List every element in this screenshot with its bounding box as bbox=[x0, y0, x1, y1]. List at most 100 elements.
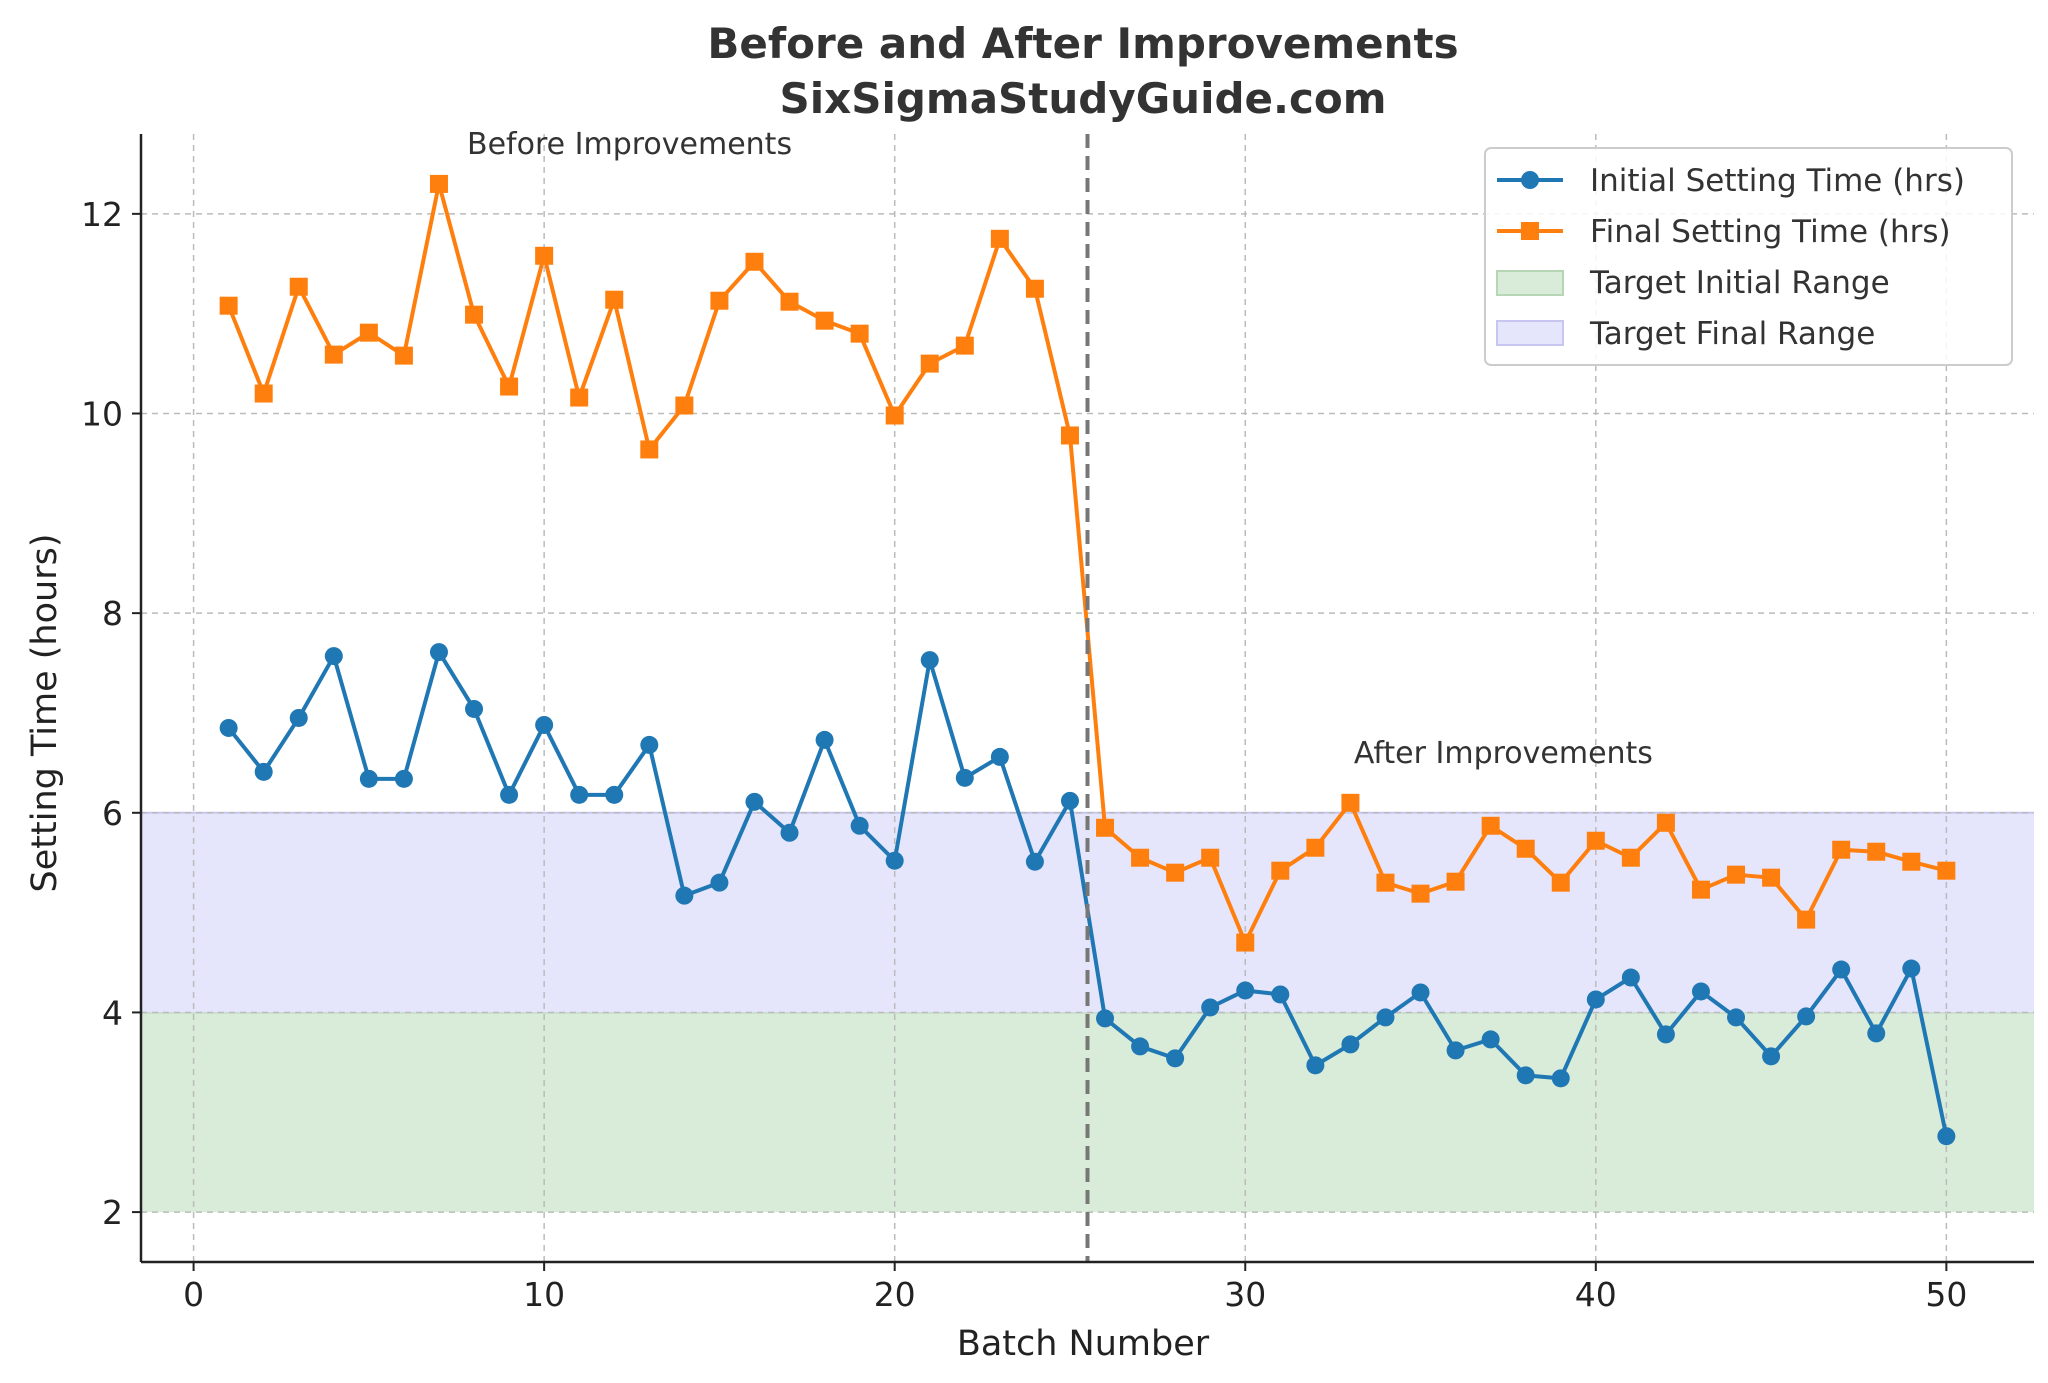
final-point-36 bbox=[1446, 872, 1465, 891]
initial-point-43 bbox=[1691, 982, 1710, 1001]
final-point-17 bbox=[780, 292, 799, 311]
final-point-25 bbox=[1060, 426, 1079, 445]
x-tick-label-20: 20 bbox=[874, 1275, 916, 1314]
final-point-29 bbox=[1201, 848, 1220, 867]
final-point-33 bbox=[1341, 793, 1360, 812]
final-point-24 bbox=[1025, 279, 1044, 298]
final-point-11 bbox=[570, 388, 589, 407]
final-point-6 bbox=[394, 346, 413, 365]
final-point-47 bbox=[1832, 840, 1851, 859]
final-point-50 bbox=[1937, 861, 1956, 880]
initial-point-29 bbox=[1201, 998, 1220, 1017]
initial-point-4 bbox=[324, 647, 343, 666]
initial-point-15 bbox=[710, 873, 729, 892]
initial-point-13 bbox=[640, 735, 659, 754]
final-point-46 bbox=[1797, 910, 1816, 929]
y-tick-label-2: 2 bbox=[102, 1193, 123, 1232]
final-point-41 bbox=[1621, 848, 1640, 867]
legend-final-label: Final Setting Time (hrs) bbox=[1590, 214, 1951, 250]
final-point-45 bbox=[1762, 868, 1781, 887]
initial-point-30 bbox=[1236, 981, 1255, 1000]
initial-point-36 bbox=[1446, 1041, 1465, 1060]
final-point-8 bbox=[465, 305, 484, 324]
final-point-35 bbox=[1411, 884, 1430, 903]
legend: Initial Setting Time (hrs) Final Setting… bbox=[1484, 147, 2013, 366]
final-point-39 bbox=[1551, 873, 1570, 892]
x-axis-label: Batch Number bbox=[957, 1324, 1210, 1364]
initial-point-12 bbox=[605, 785, 624, 804]
initial-point-18 bbox=[815, 730, 834, 749]
legend-target-initial-label: Target Initial Range bbox=[1589, 265, 1890, 301]
initial-point-49 bbox=[1902, 959, 1921, 978]
final-point-20 bbox=[885, 406, 904, 425]
final-point-4 bbox=[324, 345, 343, 364]
initial-point-31 bbox=[1271, 985, 1290, 1004]
final-point-40 bbox=[1586, 831, 1605, 850]
annotation-before: Before Improvements bbox=[467, 127, 792, 162]
ticks: 0 10 20 30 40 50 2 4 6 8 10 12 bbox=[81, 195, 1967, 1314]
initial-point-22 bbox=[955, 768, 974, 787]
final-point-21 bbox=[920, 354, 939, 373]
initial-point-21 bbox=[920, 651, 939, 670]
legend-initial-label: Initial Setting Time (hrs) bbox=[1590, 163, 1965, 199]
axes bbox=[139, 134, 2034, 1264]
x-tick-label-30: 30 bbox=[1224, 1275, 1266, 1314]
initial-point-42 bbox=[1656, 1025, 1675, 1044]
legend-target-final-swatch bbox=[1496, 320, 1564, 346]
final-point-13 bbox=[640, 440, 659, 459]
initial-point-39 bbox=[1551, 1069, 1570, 1088]
final-point-44 bbox=[1727, 865, 1746, 884]
final-point-34 bbox=[1376, 873, 1395, 892]
final-point-26 bbox=[1096, 818, 1115, 837]
initial-point-24 bbox=[1025, 852, 1044, 871]
initial-point-7 bbox=[429, 643, 448, 662]
initial-point-47 bbox=[1832, 960, 1851, 979]
initial-point-28 bbox=[1166, 1049, 1185, 1068]
y-tick-label-6: 6 bbox=[102, 794, 123, 833]
final-point-31 bbox=[1271, 861, 1290, 880]
final-point-27 bbox=[1131, 848, 1150, 867]
annotation-after: After Improvements bbox=[1354, 736, 1653, 771]
final-point-49 bbox=[1902, 852, 1921, 871]
final-point-9 bbox=[500, 377, 519, 396]
x-tick-label-40: 40 bbox=[1575, 1275, 1617, 1314]
initial-point-50 bbox=[1937, 1127, 1956, 1146]
initial-point-45 bbox=[1762, 1047, 1781, 1066]
final-point-19 bbox=[850, 324, 869, 343]
initial-point-10 bbox=[535, 715, 554, 734]
final-point-37 bbox=[1481, 816, 1500, 835]
y-tick-label-8: 8 bbox=[102, 594, 123, 633]
final-point-42 bbox=[1656, 813, 1675, 832]
final-point-48 bbox=[1867, 842, 1886, 861]
final-point-1 bbox=[219, 296, 238, 315]
final-point-22 bbox=[955, 336, 974, 355]
initial-point-5 bbox=[359, 769, 378, 788]
final-point-7 bbox=[429, 174, 448, 193]
final-point-10 bbox=[535, 246, 554, 265]
final-point-12 bbox=[605, 290, 624, 309]
initial-point-2 bbox=[254, 762, 273, 781]
legend-frame bbox=[1484, 147, 2013, 366]
initial-point-11 bbox=[570, 785, 589, 804]
initial-point-16 bbox=[745, 792, 764, 811]
initial-point-20 bbox=[885, 851, 904, 870]
x-tick-label-10: 10 bbox=[523, 1275, 565, 1314]
chart-title: Before and After Improvements bbox=[707, 19, 1458, 68]
initial-point-33 bbox=[1341, 1035, 1360, 1054]
initial-point-14 bbox=[675, 886, 694, 905]
initial-point-23 bbox=[990, 747, 1009, 766]
initial-point-41 bbox=[1621, 968, 1640, 987]
y-tick-label-10: 10 bbox=[81, 395, 123, 434]
initial-point-37 bbox=[1481, 1030, 1500, 1049]
initial-point-44 bbox=[1727, 1008, 1746, 1027]
initial-point-19 bbox=[850, 816, 869, 835]
final-point-30 bbox=[1236, 933, 1255, 952]
chart-subtitle: SixSigmaStudyGuide.com bbox=[779, 74, 1386, 123]
final-point-14 bbox=[675, 396, 694, 415]
y-tick-label-4: 4 bbox=[102, 993, 123, 1032]
initial-point-35 bbox=[1411, 983, 1430, 1002]
legend-final-marker bbox=[1521, 222, 1539, 240]
final-point-15 bbox=[710, 291, 729, 310]
final-point-18 bbox=[815, 311, 834, 330]
